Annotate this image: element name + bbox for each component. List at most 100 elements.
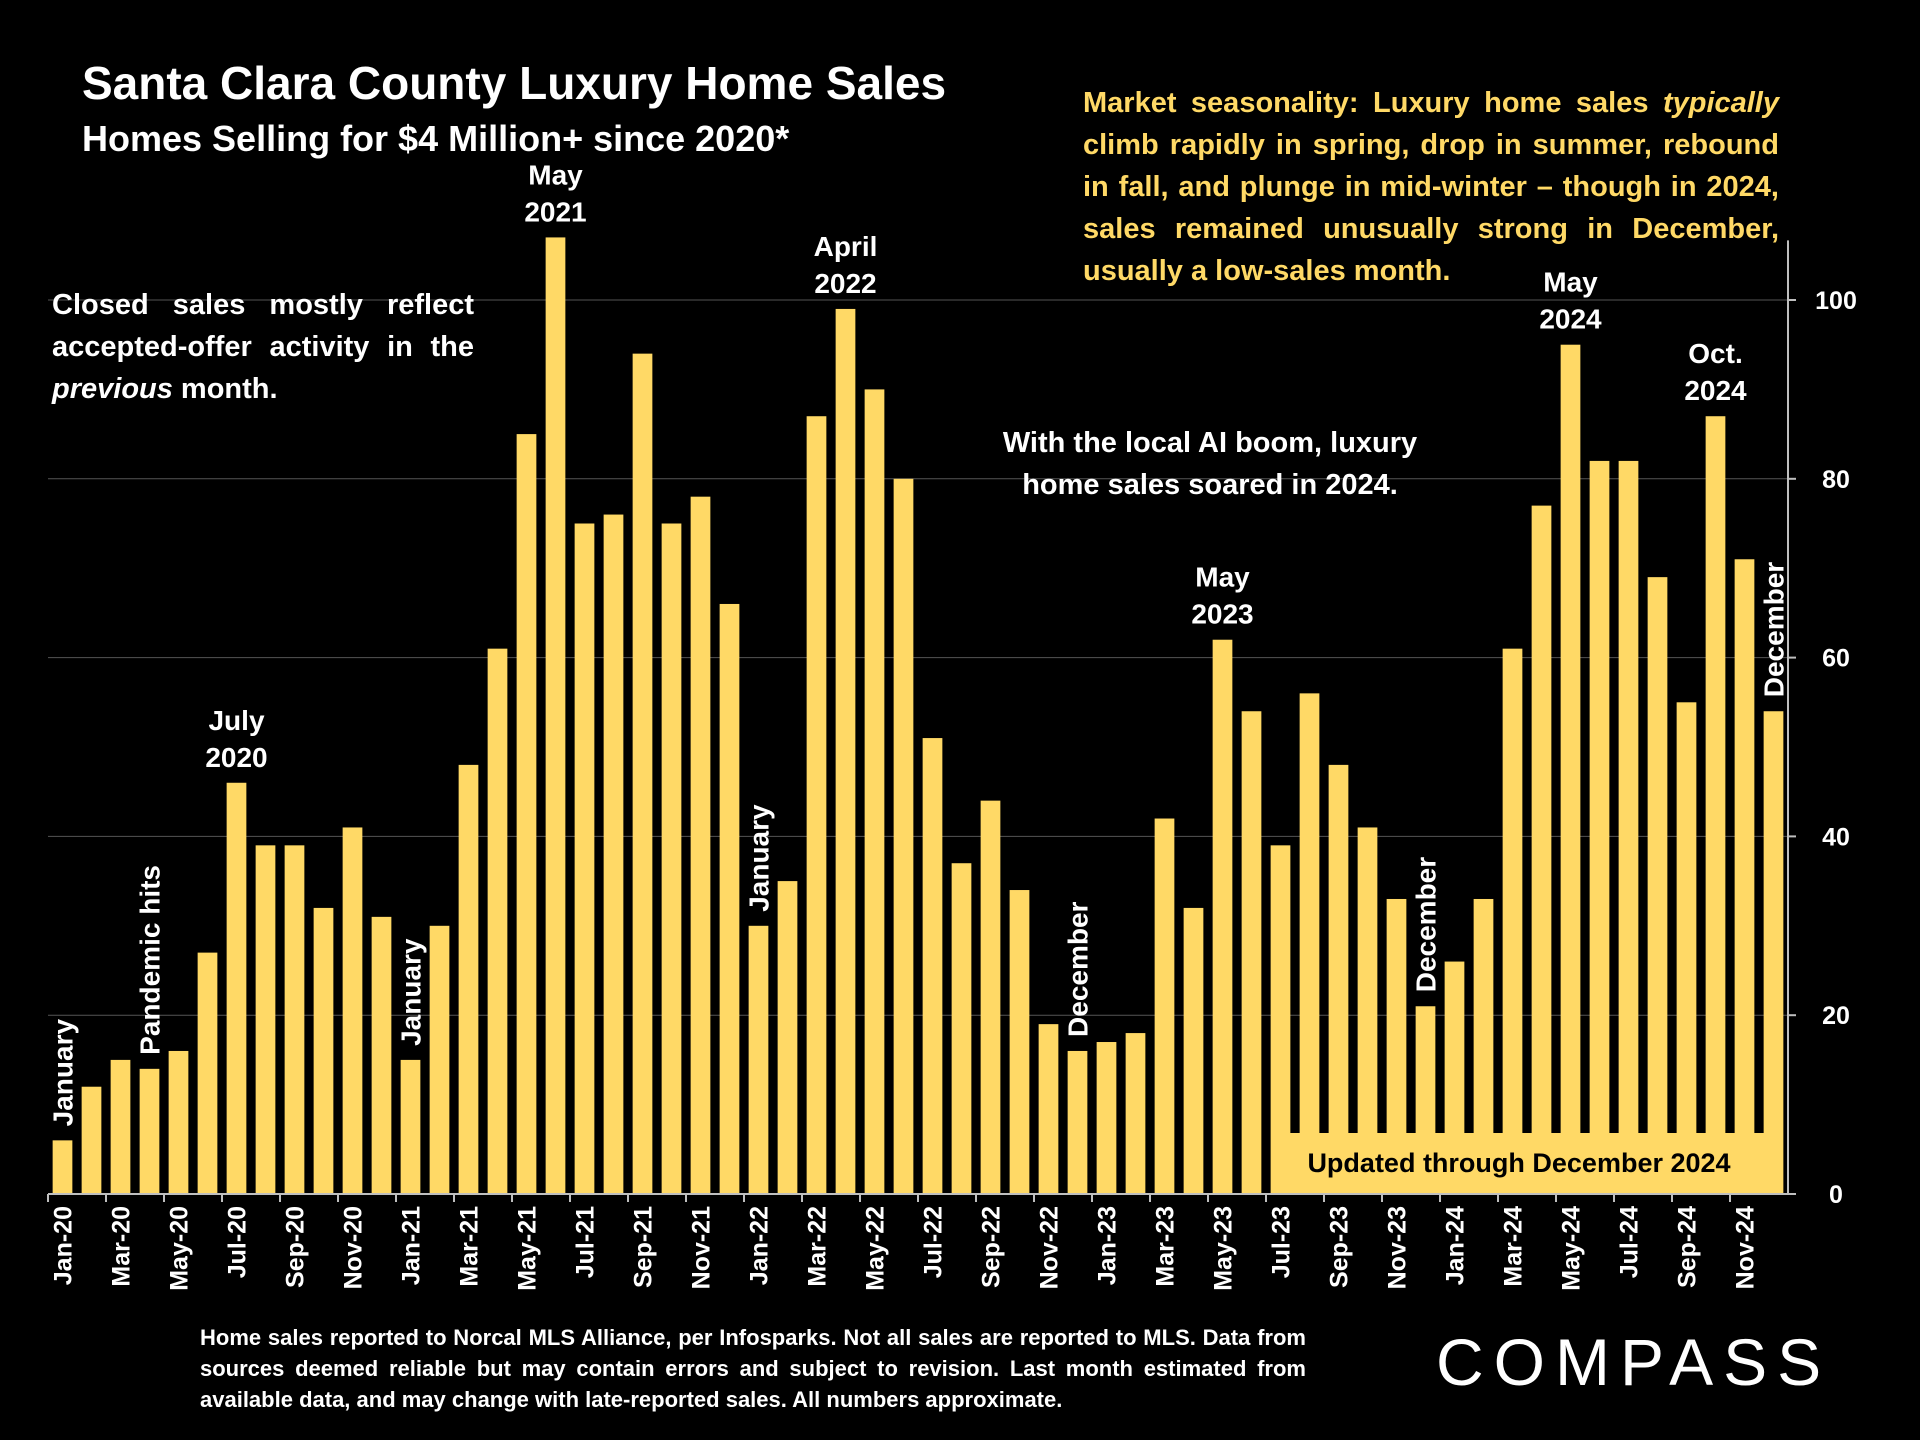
updated-badge: Updated through December 2024: [1272, 1133, 1766, 1193]
bar: [1067, 1050, 1088, 1194]
x-tick-label: Sep-22: [978, 1206, 1006, 1288]
bar-annotation: January: [396, 938, 427, 1046]
y-tick-label: 80: [1822, 466, 1850, 494]
bar: [1473, 898, 1494, 1194]
bar-annotation: 2022: [814, 268, 876, 299]
bar: [1763, 711, 1784, 1194]
x-tick-label: Nov-21: [688, 1206, 716, 1289]
bar-annotation: December: [1063, 901, 1094, 1037]
closed-sales-note-rest: month.: [172, 373, 278, 405]
bar: [690, 496, 711, 1194]
closed-sales-note-prefix: Closed sales mostly reflect accepted-off…: [52, 289, 474, 363]
bar: [1096, 1042, 1117, 1194]
bar: [168, 1050, 189, 1194]
bar-annotation: 2023: [1191, 599, 1253, 630]
bar: [429, 925, 450, 1194]
x-tick-label: Sep-24: [1674, 1206, 1702, 1288]
bar: [777, 881, 798, 1194]
x-tick-label: Jul-22: [920, 1206, 948, 1278]
bar-annotation: December: [1759, 562, 1790, 698]
bar: [1734, 559, 1755, 1194]
bar: [1589, 460, 1610, 1194]
bar: [864, 389, 885, 1194]
bar-annotation: Oct.: [1688, 338, 1742, 369]
bar-annotation: 2020: [205, 742, 267, 773]
x-tick-label: May-24: [1558, 1206, 1586, 1291]
x-tick-label: Nov-24: [1732, 1206, 1760, 1289]
bar: [1241, 711, 1262, 1194]
bar: [1270, 845, 1291, 1194]
bar: [458, 764, 479, 1194]
x-tick-label: Jan-22: [746, 1206, 774, 1285]
bar: [951, 863, 972, 1194]
y-tick-label: 60: [1822, 645, 1850, 673]
closed-sales-note: Closed sales mostly reflect accepted-off…: [52, 284, 474, 410]
bar-annotation: January: [744, 804, 775, 912]
ai-boom-note: With the local AI boom, luxury home sale…: [1002, 427, 1418, 501]
x-tick-label: Mar-20: [108, 1206, 136, 1287]
bar-annotation: Pandemic hits: [135, 865, 166, 1055]
x-tick-label: Nov-22: [1036, 1206, 1064, 1289]
y-tick-label: 40: [1822, 823, 1850, 851]
bar: [1560, 344, 1581, 1194]
bar-annotation: April: [814, 231, 878, 262]
bar: [487, 648, 508, 1194]
bar: [284, 845, 305, 1194]
bar: [1618, 460, 1639, 1194]
bar: [545, 237, 566, 1195]
x-tick-label: May-21: [514, 1206, 542, 1291]
bar: [719, 603, 740, 1194]
bar: [516, 434, 537, 1195]
x-tick-label: May-20: [166, 1206, 194, 1291]
bar: [110, 1059, 131, 1194]
x-tick-label: Jul-21: [572, 1206, 600, 1278]
bar: [139, 1068, 160, 1194]
bar: [1357, 827, 1378, 1194]
bar-annotation: May: [1543, 267, 1598, 298]
bar: [1009, 890, 1030, 1194]
bar: [1502, 648, 1523, 1194]
bar-annotation: May: [1195, 562, 1250, 593]
x-tick-label: Mar-21: [456, 1206, 484, 1287]
x-tick-label: Mar-23: [1152, 1206, 1180, 1287]
source-footnote: Home sales reported to Norcal MLS Allian…: [200, 1325, 1306, 1412]
bar: [661, 523, 682, 1194]
bar: [313, 907, 334, 1194]
bar-annotation: January: [48, 1019, 79, 1127]
x-tick-label: Jul-24: [1616, 1206, 1644, 1278]
bar: [371, 916, 392, 1194]
bar: [922, 738, 943, 1194]
bar: [603, 514, 624, 1194]
bar: [1154, 818, 1175, 1194]
y-tick-label: 0: [1829, 1181, 1843, 1209]
bar: [197, 952, 218, 1194]
x-tick-label: Jan-21: [398, 1206, 426, 1285]
x-tick-label: Jan-23: [1094, 1206, 1122, 1285]
x-tick-label: Jul-20: [224, 1206, 252, 1278]
seasonality-note: Market seasonality: Luxury home sales ty…: [1083, 82, 1779, 292]
x-tick-label: May-22: [862, 1206, 890, 1291]
x-tick-label: Jan-20: [50, 1206, 78, 1285]
bar-annotation: July: [208, 705, 264, 736]
y-tick-label: 20: [1822, 1002, 1850, 1030]
x-tick-label: Mar-24: [1500, 1206, 1528, 1287]
compass-logo: COMPASS: [1436, 1325, 1832, 1399]
x-tick-label: Nov-20: [340, 1206, 368, 1289]
x-tick-label: Nov-23: [1384, 1206, 1412, 1289]
bar: [400, 1059, 421, 1194]
bar-annotation: 2024: [1539, 304, 1602, 335]
bar: [1299, 693, 1320, 1194]
closed-sales-note-emphasis: previous: [52, 373, 173, 405]
x-tick-label: Sep-23: [1326, 1206, 1354, 1288]
bar: [980, 800, 1001, 1194]
bar: [1183, 907, 1204, 1194]
x-tick-label: Sep-21: [630, 1206, 658, 1288]
bar: [806, 416, 827, 1195]
chart-subtitle: Homes Selling for $4 Million+ since 2020…: [82, 118, 790, 159]
x-tick-label: Mar-22: [804, 1206, 832, 1287]
bar-annotation: 2024: [1684, 375, 1747, 406]
bar: [893, 478, 914, 1194]
x-tick-label: Jul-23: [1268, 1206, 1296, 1278]
bar: [1125, 1033, 1146, 1194]
